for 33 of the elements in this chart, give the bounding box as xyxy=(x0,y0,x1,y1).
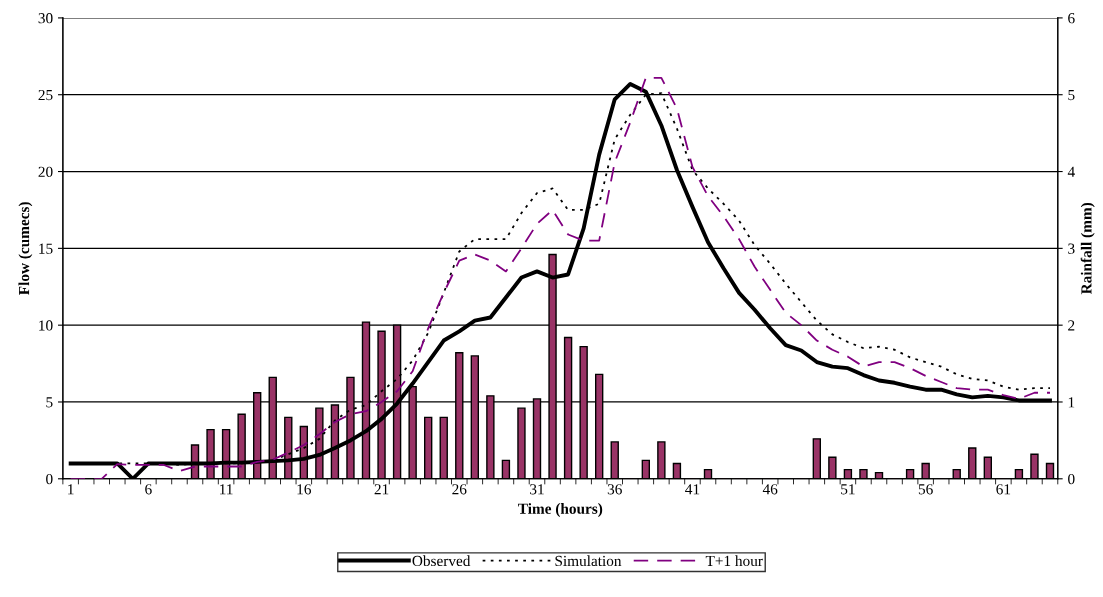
x-tick-label: 41 xyxy=(685,484,700,495)
y-tick-label: 5 xyxy=(46,397,53,408)
y-tick-label: 0 xyxy=(46,473,53,485)
y-tick-label: 15 xyxy=(39,243,53,254)
x-tick-label: 46 xyxy=(762,484,778,495)
y-tick-label: 25 xyxy=(38,89,53,101)
y2-axis-title: Rainfall (mm) xyxy=(1080,202,1095,295)
y2-tick-label: 3 xyxy=(1068,243,1075,254)
x-tick-label: 1 xyxy=(68,484,74,495)
x-tick-label: 21 xyxy=(374,484,389,495)
y-axis-title: Flow (cumecs) xyxy=(18,202,33,295)
x-tick-label: 56 xyxy=(918,484,933,495)
y-tick-label: 30 xyxy=(38,13,53,24)
y2-tick-label: 1 xyxy=(1068,397,1075,408)
x-tick-label: 31 xyxy=(530,484,544,495)
y2-tick-label: 2 xyxy=(1068,320,1075,331)
x-tick-label: 51 xyxy=(841,484,855,495)
x-tick-label: 61 xyxy=(996,484,1011,495)
legend-label: Simulation xyxy=(555,555,622,567)
x-tick-label: 11 xyxy=(220,484,233,495)
y2-tick-label: 5 xyxy=(1068,90,1075,101)
x-tick-label: 6 xyxy=(145,484,152,495)
y2-tick-label: 0 xyxy=(1068,473,1075,485)
x-tick-label: 16 xyxy=(297,484,312,495)
y2-tick-label: 6 xyxy=(1068,13,1075,24)
legend-label: Observed xyxy=(412,555,471,567)
y-tick-label: 20 xyxy=(38,166,53,177)
y2-tick-label: 4 xyxy=(1067,166,1075,177)
x-axis-title: Time (hours) xyxy=(518,503,603,517)
x-tick-label: 26 xyxy=(452,484,467,495)
legend-label: T+1 hour xyxy=(705,555,763,567)
x-tick-label: 36 xyxy=(607,484,622,495)
y-tick-label: 10 xyxy=(39,320,53,331)
